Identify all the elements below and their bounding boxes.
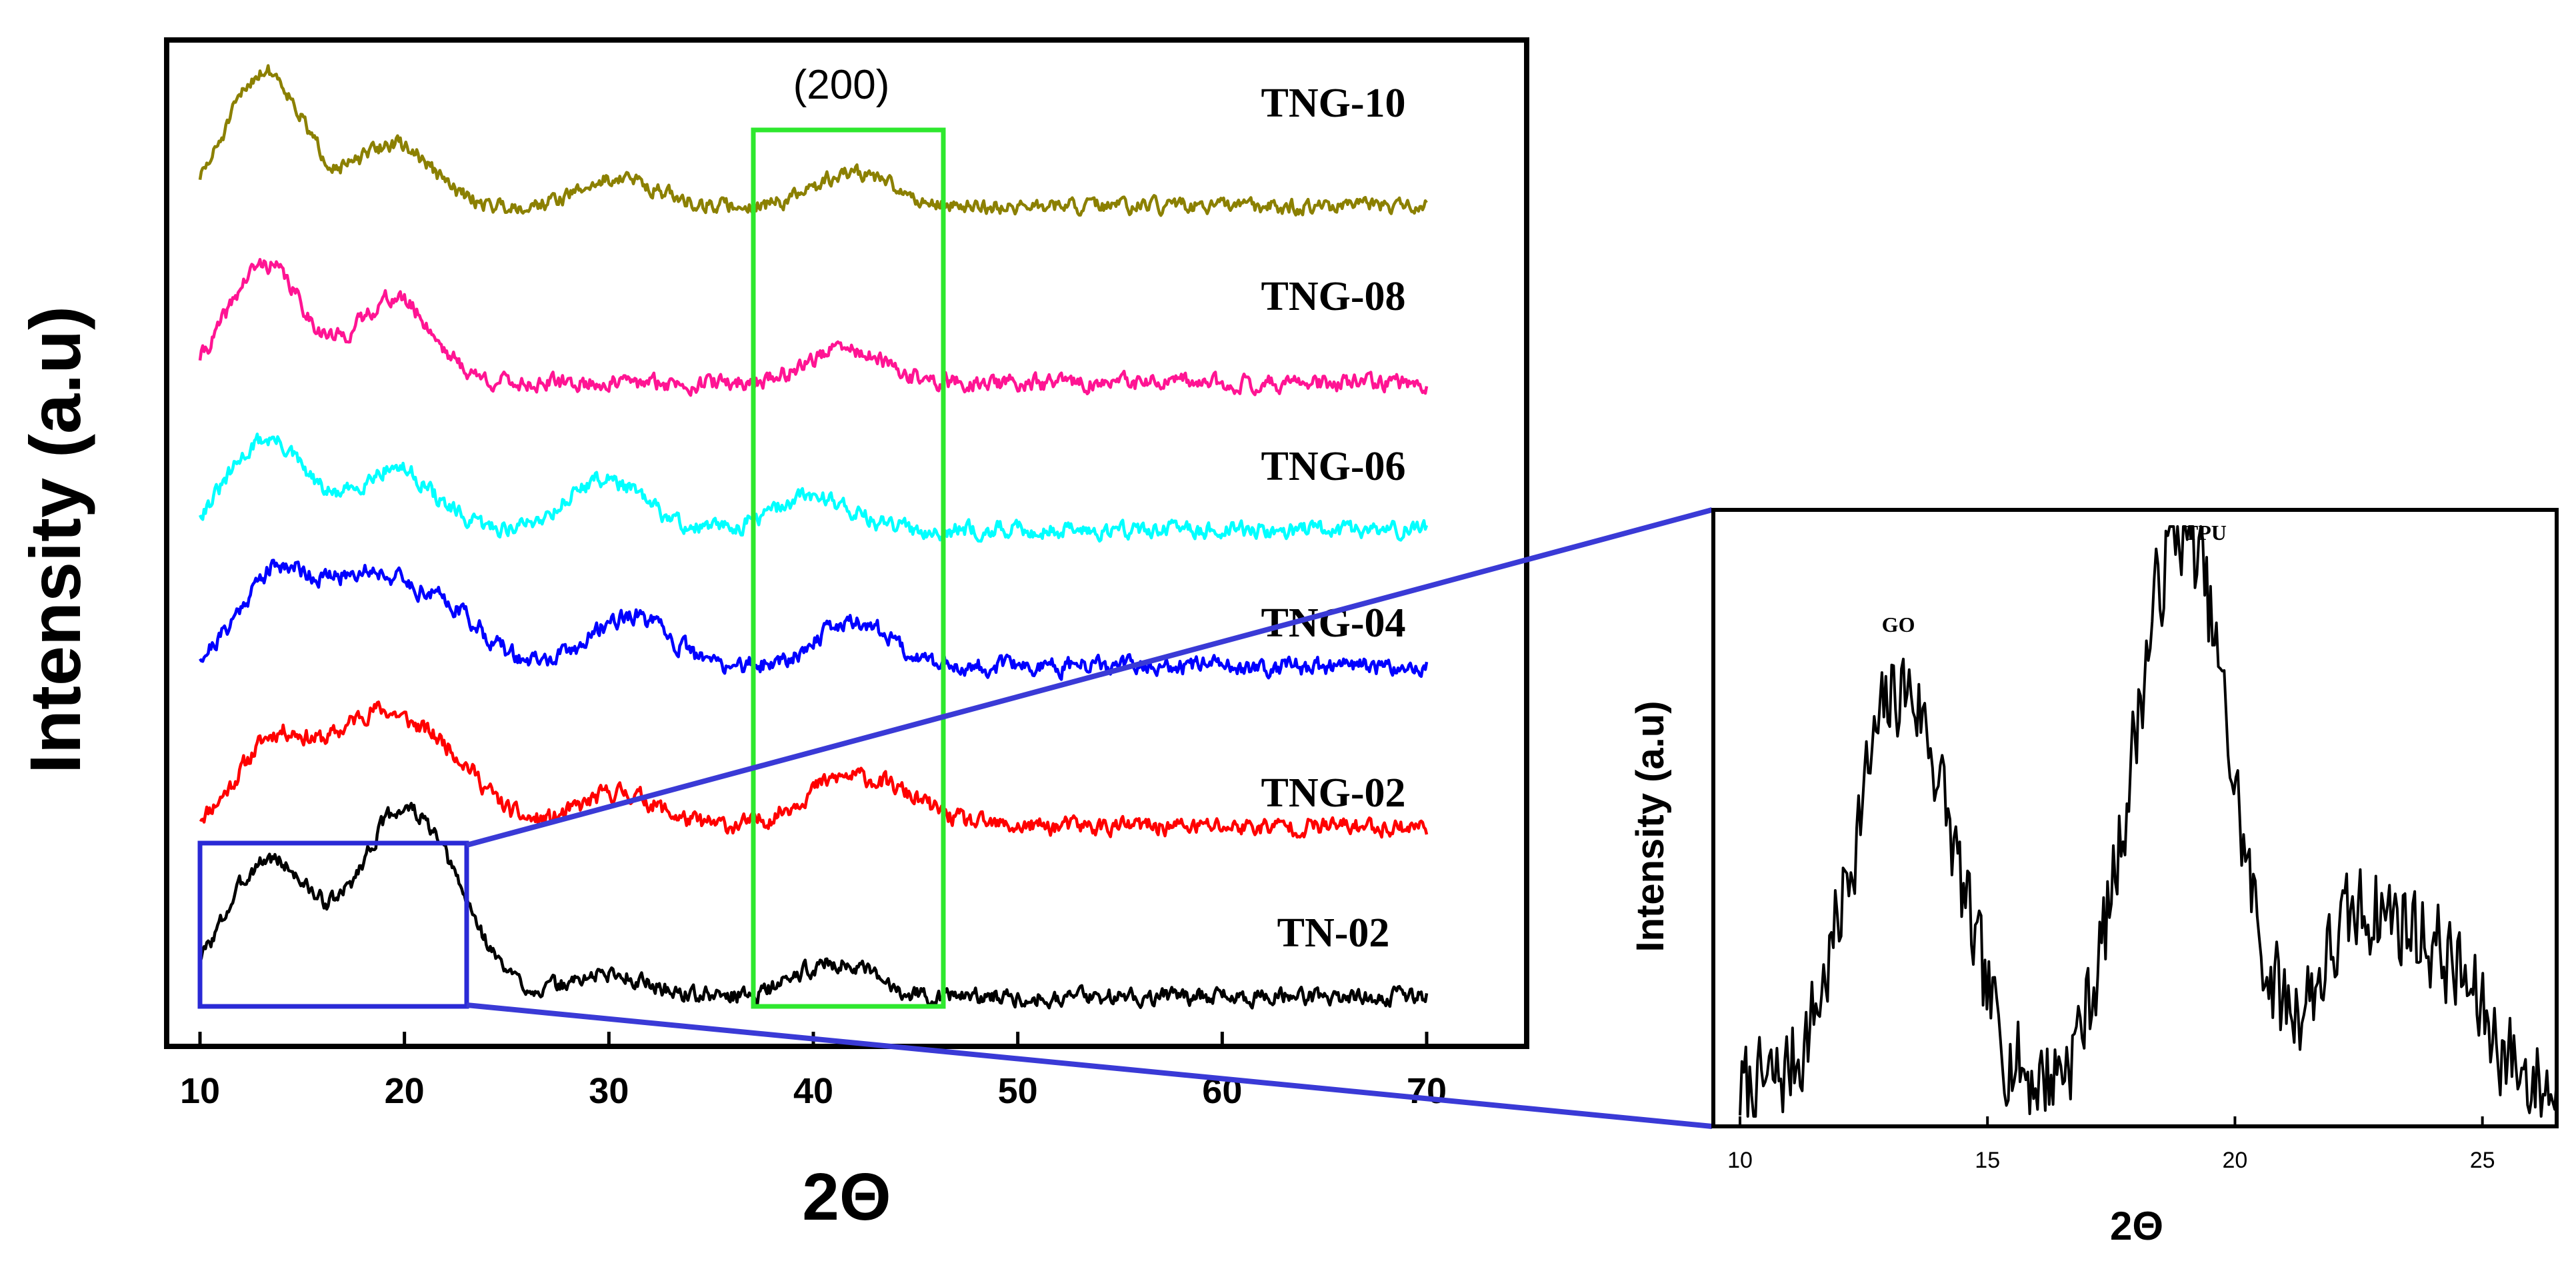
zoom-connector-bottom [466, 1002, 1713, 1129]
main-tick-label-50: 50 [998, 1071, 1038, 1111]
main-series-tng-06 [198, 433, 1429, 543]
annotation-200: (200) [793, 62, 890, 108]
inset-tick-label-15: 15 [1975, 1148, 2000, 1173]
main-series-tng-04 [199, 559, 1429, 681]
main-series-tng-08 [198, 258, 1429, 397]
series-label-tng-06: TNG-06 [1261, 444, 1406, 489]
zoom-connector-top [465, 507, 1713, 848]
inset-series-tn-02 [1739, 525, 2558, 1118]
inset-annotations: GO TPU [1882, 521, 2227, 636]
main-series-tn-02 [198, 802, 1429, 1010]
main-series-tng-02 [199, 700, 1429, 839]
highlight-region-200 [751, 127, 946, 1009]
inset-tick-label-10: 10 [1727, 1148, 1753, 1173]
inset-tick-label-25: 25 [2470, 1148, 2495, 1173]
main-xlabel: 2Θ [802, 1160, 891, 1234]
inset-annotation-tpu: TPU [2184, 521, 2227, 545]
inset-series-layer [1739, 525, 2558, 1118]
main-plot-frame [164, 37, 1529, 1049]
main-series-tng-10 [198, 64, 1428, 217]
inset-annotation-go: GO [1882, 613, 1915, 636]
main-tick-label-30: 30 [589, 1071, 629, 1111]
inset-plot-frame [1711, 508, 2559, 1128]
inset-tick-label-20: 20 [2223, 1148, 2248, 1173]
main-tick-label-10: 10 [180, 1071, 220, 1111]
main-tick-label-20: 20 [385, 1071, 425, 1111]
inset-background [1713, 510, 2557, 1126]
main-ylabel: Intensity (a.u) [15, 306, 95, 774]
zoom-region-box [197, 840, 469, 1009]
series-label-tng-08: TNG-08 [1261, 274, 1406, 319]
series-label-tng-02: TNG-02 [1261, 770, 1406, 816]
inset-xrd-chart: 10 15 20 25 GO TPU Intensity (a.u) 2Θ [1629, 508, 2559, 1248]
inset-ylabel: Intensity (a.u) [1629, 700, 1672, 952]
series-label-tn-02: TN-02 [1277, 910, 1390, 956]
inset-xlabel: 2Θ [2110, 1204, 2163, 1248]
main-tick-label-70: 70 [1407, 1071, 1447, 1111]
main-tick-label-40: 40 [793, 1071, 833, 1111]
inset-x-ticks: 10 15 20 25 [1727, 1116, 2495, 1173]
series-label-tng-10: TNG-10 [1261, 81, 1406, 126]
